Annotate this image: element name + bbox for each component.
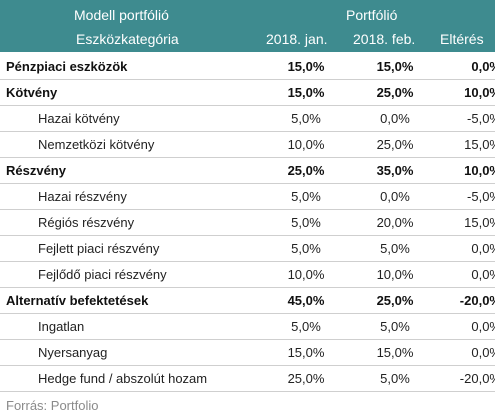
cell-diff: 10,0% <box>438 157 495 184</box>
cell-jan: 5,0% <box>260 183 352 210</box>
cell-feb: 25,0% <box>352 287 438 314</box>
row-label: Ingatlan <box>0 313 260 340</box>
source-note: Forrás: Portfolio <box>6 398 99 413</box>
cell-feb: 20,0% <box>352 209 438 236</box>
cell-feb: 5,0% <box>352 365 438 392</box>
cell-feb: 5,0% <box>352 313 438 340</box>
row-label: Fejlett piaci részvény <box>0 235 260 262</box>
header-title: Modell portfólió <box>74 7 169 23</box>
header-group-label: Portfólió <box>346 7 398 23</box>
cell-feb: 25,0% <box>352 79 438 106</box>
cell-feb: 25,0% <box>352 131 438 158</box>
table-body: Pénzpiaci eszközök15,0%15,0%0,0%Kötvény1… <box>0 54 495 392</box>
row-label: Nyersanyag <box>0 339 260 366</box>
cell-diff: 0,0% <box>438 54 495 80</box>
cell-diff: 0,0% <box>438 235 495 262</box>
cell-diff: 15,0% <box>438 209 495 236</box>
cell-feb: 35,0% <box>352 157 438 184</box>
cell-jan: 15,0% <box>260 339 352 366</box>
cell-diff: -5,0% <box>438 105 495 132</box>
table-header: Modell portfólió Portfólió Eszközkategór… <box>0 0 495 52</box>
cell-jan: 5,0% <box>260 209 352 236</box>
row-label: Hazai kötvény <box>0 105 260 132</box>
row-label: Régiós részvény <box>0 209 260 236</box>
row-label: Részvény <box>0 157 260 184</box>
cell-diff: 0,0% <box>438 261 495 288</box>
cell-jan: 5,0% <box>260 313 352 340</box>
cell-diff: -20,0% <box>438 287 495 314</box>
cell-jan: 5,0% <box>260 235 352 262</box>
cell-diff: 10,0% <box>438 79 495 106</box>
cell-jan: 10,0% <box>260 261 352 288</box>
cell-jan: 25,0% <box>260 365 352 392</box>
cell-jan: 10,0% <box>260 131 352 158</box>
row-label: Hedge fund / abszolút hozam <box>0 365 260 392</box>
cell-feb: 5,0% <box>352 235 438 262</box>
column-header-feb: 2018. feb. <box>353 31 416 47</box>
row-label: Alternatív befektetések <box>0 287 260 314</box>
cell-jan: 5,0% <box>260 105 352 132</box>
row-label: Hazai részvény <box>0 183 260 210</box>
cell-diff: 15,0% <box>438 131 495 158</box>
cell-feb: 15,0% <box>352 339 438 366</box>
cell-jan: 15,0% <box>260 79 352 106</box>
cell-feb: 10,0% <box>352 261 438 288</box>
cell-diff: 0,0% <box>438 313 495 340</box>
row-label: Nemzetközi kötvény <box>0 131 260 158</box>
cell-diff: -5,0% <box>438 183 495 210</box>
row-label: Kötvény <box>0 79 260 106</box>
cell-feb: 15,0% <box>352 54 438 80</box>
portfolio-table: Pénzpiaci eszközök15,0%15,0%0,0%Kötvény1… <box>0 54 495 392</box>
cell-diff: -20,0% <box>438 365 495 392</box>
column-header-category: Eszközkategória <box>76 31 179 47</box>
subcategory-row: Hedge fund / abszolút hozam 25,0% 5,0% -20,… <box>0 365 495 392</box>
row-label: Fejlődő piaci részvény <box>0 261 260 288</box>
cell-feb: 0,0% <box>352 105 438 132</box>
row-label: Pénzpiaci eszközök <box>0 54 260 80</box>
cell-diff: 0,0% <box>438 339 495 366</box>
column-header-jan: 2018. jan. <box>266 31 328 47</box>
cell-jan: 45,0% <box>260 287 352 314</box>
column-header-diff: Eltérés <box>440 31 484 47</box>
cell-jan: 25,0% <box>260 157 352 184</box>
cell-feb: 0,0% <box>352 183 438 210</box>
cell-jan: 15,0% <box>260 54 352 80</box>
